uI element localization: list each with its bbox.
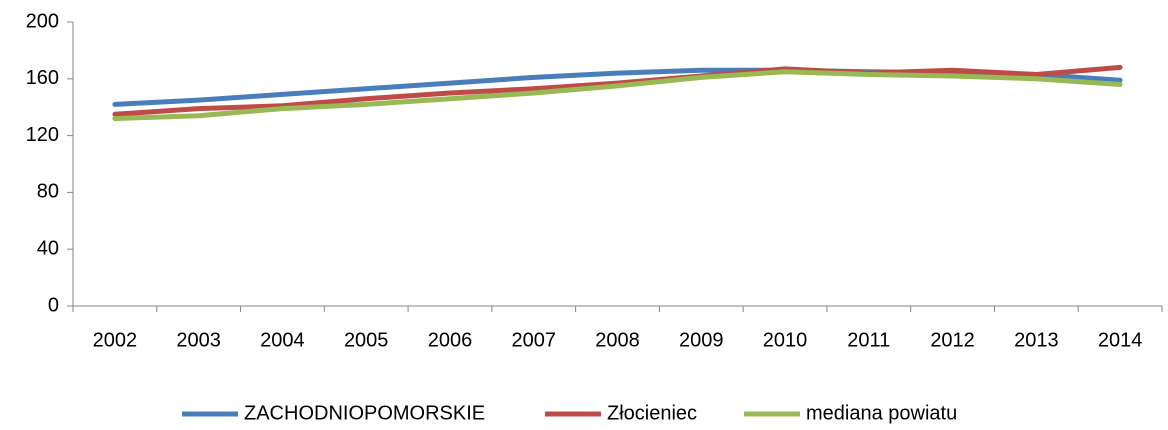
x-tick-label: 2004: [260, 329, 305, 351]
legend-label: mediana powiatu: [806, 402, 957, 424]
x-tick-label: 2012: [930, 329, 975, 351]
x-tick-label: 2003: [176, 329, 221, 351]
x-tick-label: 2008: [595, 329, 640, 351]
y-tick-label: 40: [37, 237, 59, 259]
x-tick-label: 2010: [763, 329, 808, 351]
series-line: [112, 64, 1123, 117]
series-line: [112, 67, 1123, 107]
x-tick-label: 2011: [847, 329, 890, 351]
series-line: [112, 69, 1123, 122]
x-tick-label: 2005: [344, 329, 389, 351]
x-tick-label: 2002: [93, 329, 138, 351]
y-tick-label: 120: [26, 124, 59, 146]
legend-label: Złocieniec: [607, 402, 697, 424]
y-tick-label: 0: [48, 294, 59, 316]
y-tick-label: 160: [26, 67, 59, 89]
legend-label: ZACHODNIOPOMORSKIE: [244, 402, 485, 424]
y-tick-label: 80: [37, 181, 59, 203]
x-tick-label: 2013: [1014, 329, 1059, 351]
x-tick-label: 2009: [679, 329, 724, 351]
x-tick-label: 2007: [511, 329, 556, 351]
x-tick-label: 2014: [1098, 329, 1143, 351]
x-tick-label: 2006: [428, 329, 473, 351]
y-tick-label: 200: [26, 10, 59, 32]
